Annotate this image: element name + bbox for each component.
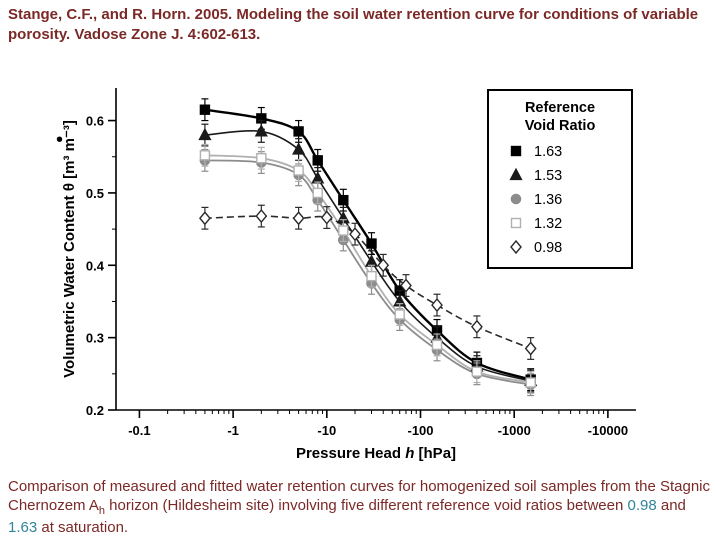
x-tick-label: -1000 <box>498 423 531 438</box>
legend-title: Reference <box>525 100 595 116</box>
caption-text-3: and <box>656 497 686 515</box>
legend-entry-label: 1.53 <box>534 168 562 184</box>
citation-heading: Stange, C.F., and R. Horn. 2005. Modelin… <box>8 5 710 44</box>
bullet-icon: • <box>56 129 64 151</box>
y-tick-label: 0.5 <box>86 186 104 201</box>
series-line-1.53 <box>204 130 531 382</box>
legend-entry-label: 1.32 <box>534 216 562 232</box>
figure-area: 0.2 0.3 0.4 0.5 0.6 -0.1 -1 -10 -100 -1000 -10000 V… <box>58 76 698 468</box>
retention-chart: 0.2 0.3 0.4 0.5 0.6 -0.1 -1 -10 -100 -1000 -10000 V… <box>61 88 636 462</box>
legend-title: Void Ratio <box>525 118 596 134</box>
caption-text-1: Comparison of measured and fitted water … <box>8 478 711 515</box>
y-axis-title: Volumetric Water Content θ [m³ m⁻³] <box>61 120 78 378</box>
legend: Reference Void Ratio 1.63 1.53 1.36 1.32 0.98 <box>487 89 633 269</box>
y-tick-label: 0.4 <box>86 258 105 273</box>
figure-caption: Comparison of measured and fitted water … <box>8 477 712 537</box>
y-tick-label: 0.3 <box>86 331 104 346</box>
legend-entry-label: 1.36 <box>534 192 562 208</box>
series-line-1.36 <box>204 159 531 386</box>
citation-text: Stange, C.F., and R. Horn. 2005. Modelin… <box>8 6 699 43</box>
y-tick-label: 0.6 <box>86 114 104 129</box>
x-tick-label: -1 <box>227 423 239 438</box>
caption-value-max: 1.63 <box>8 519 38 537</box>
caption-text-2: horizon (Hildesheim site) involving five… <box>105 497 628 515</box>
series-line-1.32 <box>204 154 531 384</box>
series-points-1.32 <box>199 143 536 394</box>
series-line-0.98 <box>204 215 531 350</box>
caption-value-min: 0.98 <box>627 497 657 515</box>
series-points-1.63 <box>199 98 536 392</box>
series-line-1.63 <box>204 108 532 381</box>
series-points-0.98 <box>199 204 537 360</box>
x-axis-title: Pressure Head h [hPa] <box>296 445 456 462</box>
x-tick-label: -0.1 <box>128 423 150 438</box>
x-tick-label: -100 <box>407 423 433 438</box>
caption-subscript: h <box>98 505 106 518</box>
x-tick-label: -10000 <box>588 423 628 438</box>
y-tick-label: 0.2 <box>86 403 104 418</box>
legend-entry-label: 1.63 <box>534 144 562 160</box>
caption-text-4: at saturation. <box>37 519 129 537</box>
legend-entry-label: 0.98 <box>534 240 562 256</box>
x-tick-label: -10 <box>317 423 336 438</box>
